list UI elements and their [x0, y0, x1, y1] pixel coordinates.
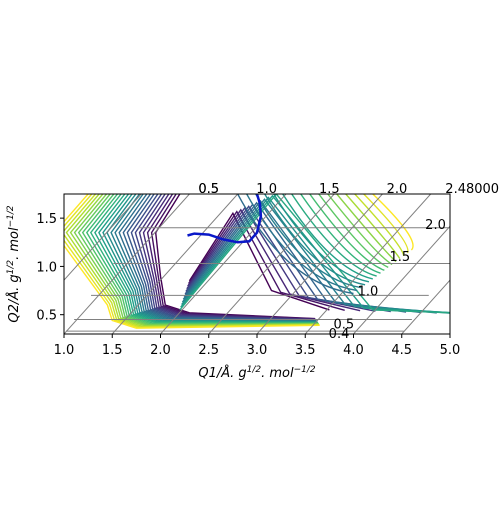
grid-label-top: 0.5: [198, 182, 219, 197]
y-tick-label: 0.5: [36, 309, 57, 324]
contour-line: [300, 194, 381, 274]
grid-label-right: 1.5: [389, 250, 410, 265]
x-axis-label: Q1/Å. g1/2. mol−1/2: [198, 365, 316, 381]
contour-line: [64, 194, 320, 329]
contour-line: [372, 194, 414, 251]
contour-line: [187, 208, 361, 312]
contour-line: [188, 211, 330, 311]
grid-label-top: 2.0: [387, 182, 408, 197]
x-tick-label: 3.0: [247, 343, 268, 358]
contour-line: [309, 194, 385, 271]
contour-line: [291, 194, 377, 277]
x-axis-ticks: 1.0 1.5 2.0 2.5 3.0 3.5 4.0 4.5 5.0: [54, 334, 461, 358]
x-tick-label: 2.5: [198, 343, 219, 358]
x-tick-label: 5.0: [440, 343, 461, 358]
y-tick-label: 1.5: [36, 212, 57, 227]
contour-line: [264, 194, 366, 286]
grid-label-top: 0.5: [198, 182, 219, 197]
contour-line: [345, 194, 401, 260]
x-tick-label: 4.0: [343, 343, 364, 358]
contour-line: [354, 194, 405, 256]
grid-label-top: 1.0: [256, 182, 277, 197]
y-axis-label: Q2/Å. g1/2. mol−1/2: [6, 205, 22, 323]
grid-label-right: 2.0: [425, 218, 446, 233]
x-tick-label: 1.5: [102, 343, 123, 358]
contour-line: [246, 194, 358, 292]
grid-label-top: 2.48000: [445, 182, 499, 197]
contour-line: [318, 194, 389, 269]
contour-line: [336, 194, 397, 263]
skewed-grid: [64, 194, 450, 334]
contour-line: [188, 210, 345, 311]
y-axis-ticks: 0.5 1.0 1.5: [36, 212, 64, 324]
contour-line: [327, 194, 393, 266]
contour-line: [138, 194, 316, 321]
x-tick-label: 1.0: [54, 343, 75, 358]
reaction-path-line: [187, 194, 263, 244]
grid-label-top: 1.5: [319, 182, 340, 197]
y-tick-label: 1.0: [36, 260, 57, 275]
contour-line: [179, 194, 450, 314]
grid-line: [64, 194, 142, 281]
x-tick-label: 4.5: [391, 343, 412, 358]
contour-line: [255, 194, 362, 289]
grid-label-right: 1.0: [358, 285, 379, 300]
x-tick-label: 2.0: [150, 343, 171, 358]
contour-lines: [64, 194, 450, 329]
grid-label-right: 0.5: [334, 317, 355, 332]
contour-line: [273, 194, 370, 283]
x-tick-label: 3.5: [295, 343, 316, 358]
contour-line: [363, 194, 409, 254]
grid-line: [401, 279, 450, 334]
